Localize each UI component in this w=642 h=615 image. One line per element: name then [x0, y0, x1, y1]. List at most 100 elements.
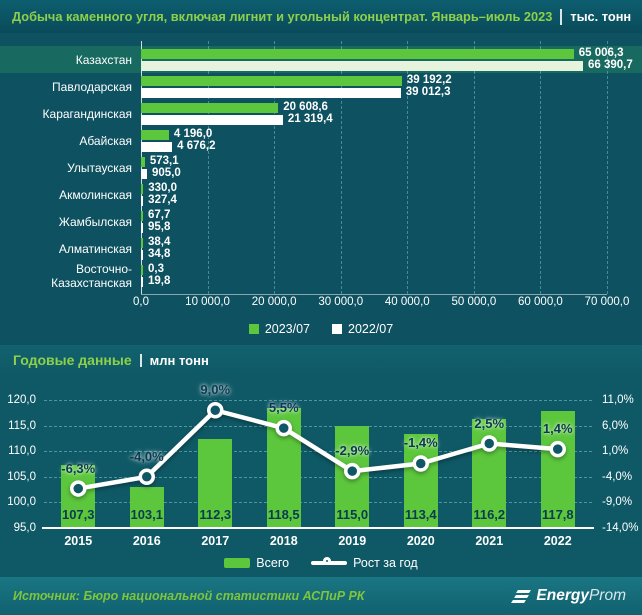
- bar-value-label: 38,4: [148, 235, 171, 248]
- annual-bar-value-label: 118,5: [267, 507, 300, 522]
- bar-line: 330,0: [141, 182, 642, 194]
- bar-value-label: 573,1: [149, 154, 179, 167]
- logo-text-bold: Energy: [536, 587, 589, 604]
- legend-swatch-2022: [332, 324, 342, 334]
- bar-2022: [141, 114, 283, 125]
- x-tick-label: 40 000,0: [384, 296, 430, 308]
- bar-value-label: 67,7: [148, 208, 171, 221]
- growth-marker: [207, 401, 224, 419]
- bar-line: 39 012,3: [141, 85, 642, 98]
- left-axis-tick-label: 120,0: [7, 394, 36, 406]
- legend-label-total: Всего: [256, 556, 290, 570]
- annual-combo-chart: Годовые данные млн тонн 95,0 -14,0% 100,0 -…: [0, 345, 642, 577]
- bar-2023: [141, 237, 143, 248]
- region-bars: 67,7 95,8: [141, 209, 642, 234]
- page-title-bar: Добыча каменного угля, включая лигнит и …: [0, 0, 642, 33]
- bar-value-label: 39 192,2: [406, 73, 452, 86]
- legend-label-2022: 2022/07: [348, 322, 394, 336]
- annual-bar: [198, 439, 233, 528]
- region-label: Улытауская: [67, 160, 132, 175]
- growth-marker: [70, 480, 87, 497]
- annual-bar-value-label: 103,1: [130, 507, 164, 522]
- source-attribution: Источник: Бюро национальной статистики А…: [13, 589, 365, 603]
- bar-value-label: 95,8: [148, 220, 171, 233]
- legend-bar-swatch: [224, 558, 251, 568]
- bar-2023: [141, 75, 402, 86]
- bar-line: 66 390,7: [141, 59, 642, 71]
- bar-line: 67,7: [141, 208, 642, 221]
- bar-line: 905,0: [141, 167, 642, 179]
- right-axis-tick-label: 11,0%: [602, 394, 634, 406]
- grid-line: [141, 41, 142, 294]
- region-row: Алматинская 38,4 34,8: [0, 235, 642, 262]
- bar-line: 34,8: [141, 248, 642, 260]
- growth-marker: [481, 435, 498, 452]
- bar-2022: [141, 141, 173, 152]
- region-bars: 38,4 34,8: [141, 236, 642, 261]
- bar-value-label: 39 012,3: [405, 85, 451, 98]
- year-label: 2019: [338, 534, 367, 548]
- bar-line: 573,1: [141, 154, 642, 167]
- bar-line: 4 676,2: [141, 140, 642, 152]
- growth-marker: [412, 455, 429, 472]
- bar-value-label: 20 608,6: [283, 100, 328, 113]
- bar-2022: [141, 222, 143, 233]
- annual-legend: Всего Рост за год: [0, 556, 642, 570]
- region-row: Абайская 4 196,0 4 676,2: [0, 127, 642, 154]
- bar-2022: [141, 60, 583, 71]
- axis-baseline: [42, 527, 594, 529]
- grid-line: [274, 41, 276, 294]
- bar-2023: [141, 183, 144, 194]
- grid-line: [473, 41, 475, 294]
- region-bars: 330,0 327,4: [141, 182, 642, 207]
- left-axis-tick-label: 95,0: [13, 522, 36, 534]
- bar-line: 21 319,4: [141, 113, 642, 125]
- region-row: Казахстан 65 006,3 66 390,7: [0, 46, 642, 73]
- annual-bar: [403, 433, 438, 528]
- growth-percent-label: 5,5%: [268, 400, 299, 416]
- x-tick-label: 0,0: [133, 296, 149, 308]
- grid-line: [44, 400, 592, 401]
- top-chart-gridlines: [141, 41, 608, 295]
- region-row: Павлодарская 39 192,2 39 012,3: [0, 73, 642, 100]
- left-axis-tick-label: 105,0: [7, 470, 36, 483]
- grid-line: [44, 476, 592, 478]
- bar-2022: [141, 168, 148, 179]
- title-divider: [560, 8, 563, 25]
- grid-line: [340, 41, 342, 294]
- annual-title-divider: [139, 353, 142, 367]
- annual-bar-value-label: 117,8: [541, 507, 574, 522]
- legend-label-growth: Рост за год: [353, 556, 418, 570]
- growth-marker: [549, 440, 566, 458]
- grid-line: [607, 41, 608, 294]
- annual-section-title: Годовые данные: [13, 352, 132, 368]
- x-tick-label: 10 000,0: [185, 296, 230, 308]
- bar-2023: [141, 264, 143, 275]
- right-axis-tick-label: 1,0%: [602, 445, 629, 458]
- growth-percent-label: -4,0%: [129, 448, 164, 464]
- energyprom-logo-icon: [511, 588, 532, 605]
- x-tick-label: 60 000,0: [518, 296, 563, 308]
- annual-x-axis: 2015 2016 2017 2018 2019 2020 2021 2022: [44, 534, 592, 556]
- bar-2023: [141, 102, 279, 113]
- region-label: Жамбылская: [58, 214, 132, 229]
- grid-line: [207, 41, 209, 294]
- legend-line-swatch: [311, 557, 348, 569]
- year-label: 2022: [543, 534, 572, 548]
- bar-value-label: 4 196,0: [173, 127, 213, 140]
- bar-line: 327,4: [141, 194, 642, 206]
- bar-line: 95,8: [141, 220, 642, 233]
- growth-marker: [138, 468, 155, 486]
- growth-marker: [344, 462, 361, 480]
- annual-bar-value-label: 113,4: [404, 507, 437, 522]
- regional-bar-chart: Казахстан 65 006,3 66 390,7 Павлодарская 39 …: [0, 33, 642, 345]
- legend-item-2022: 2022/07: [332, 322, 393, 336]
- annual-bar: [129, 486, 164, 528]
- region-row: Восточно-Казахстанская 0,3 19,8: [0, 262, 642, 290]
- growth-percent-label: 2,5%: [474, 415, 505, 431]
- top-chart-x-axis: 0,0 10 000,0 20 000,0 30 000,0 40 000,0 50 00…: [0, 296, 642, 316]
- top-chart-legend: 2023/07 2022/07: [0, 322, 642, 336]
- x-tick-label: 50 000,0: [451, 296, 497, 308]
- grid-line: [44, 425, 592, 427]
- grid-line: [44, 502, 592, 504]
